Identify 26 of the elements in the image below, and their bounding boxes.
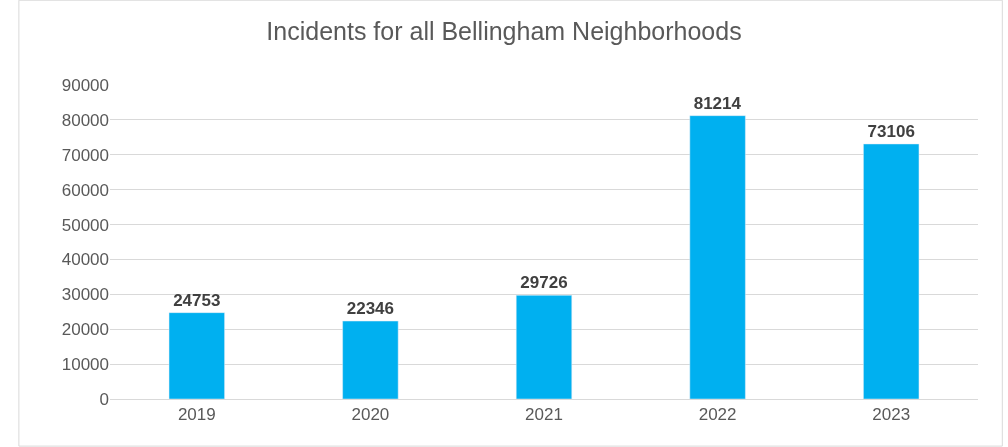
y-tick-label: 80000	[61, 110, 109, 130]
bar	[168, 312, 225, 399]
y-tick-label: 20000	[61, 320, 109, 340]
chart-title: Incidents for all Bellingham Neighborhoods	[266, 17, 742, 46]
x-tick-label: 2020	[351, 405, 390, 425]
y-tick-label: 40000	[61, 250, 109, 270]
data-label: 22346	[346, 299, 395, 319]
y-tick-label: 10000	[61, 355, 109, 375]
bar	[863, 143, 920, 399]
data-label: 81214	[693, 93, 742, 113]
bar	[689, 115, 746, 399]
data-label: 29726	[520, 273, 568, 293]
y-tick-label: 70000	[61, 145, 109, 165]
bar	[515, 295, 573, 399]
data-label: 24753	[173, 290, 221, 310]
data-label: 73106	[867, 121, 915, 141]
x-tick-label: 2021	[525, 405, 563, 425]
bar	[342, 320, 399, 399]
y-tick-label: 90000	[61, 75, 109, 95]
y-tick-label: 50000	[61, 215, 109, 235]
x-tick-label: 2019	[177, 405, 216, 425]
y-tick-label: 0	[99, 389, 109, 409]
y-tick-label: 30000	[61, 285, 109, 305]
y-tick-label: 60000	[61, 180, 109, 200]
x-tick-label: 2022	[698, 405, 737, 425]
x-tick-label: 2023	[872, 405, 911, 425]
